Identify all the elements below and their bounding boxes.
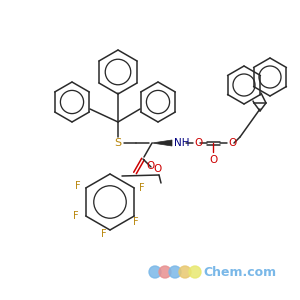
Text: Chem.com: Chem.com — [203, 266, 276, 278]
Circle shape — [169, 266, 181, 278]
Text: F: F — [73, 211, 79, 221]
Text: NH: NH — [174, 138, 190, 148]
Text: O: O — [146, 161, 154, 171]
Text: F: F — [75, 181, 81, 191]
Circle shape — [179, 266, 191, 278]
Text: O: O — [228, 138, 236, 148]
Text: O: O — [153, 164, 161, 174]
Text: F: F — [101, 229, 107, 239]
Text: O: O — [194, 138, 202, 148]
Text: F: F — [134, 217, 139, 227]
Text: F: F — [140, 183, 145, 193]
Circle shape — [159, 266, 171, 278]
Text: S: S — [114, 138, 122, 148]
Circle shape — [189, 266, 201, 278]
Circle shape — [149, 266, 161, 278]
Polygon shape — [152, 140, 172, 146]
Text: O: O — [209, 155, 217, 165]
